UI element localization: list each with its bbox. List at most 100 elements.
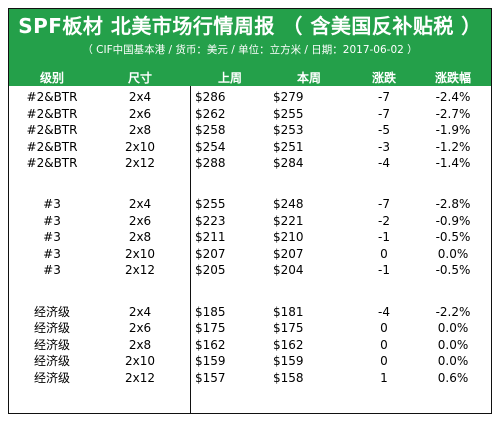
table-row: #3 2x8 $211 $210 -1 -0.5% (9, 229, 491, 245)
cell-change: -1 (378, 263, 390, 278)
cell-grade: 经济级 (33, 370, 70, 385)
report-title: SPF板材 北美市场行情周报 （ 含美国反补贴税 ） (18, 14, 482, 38)
table-row: #3 2x6 $223 $221 -2 -0.9% (9, 213, 491, 229)
cell-change-pct: -0.5% (435, 230, 471, 245)
cell-this-week: $279 (273, 90, 304, 104)
cell-change-pct: -1.2% (435, 139, 471, 154)
table-row: #3 2x10 $207 $207 0 0.0% (9, 246, 491, 262)
col-header-last-week: 上周 (217, 71, 242, 85)
cell-last-week: $254 (195, 139, 226, 154)
cell-this-week: $253 (273, 123, 304, 137)
cell-this-week: $175 (273, 321, 304, 335)
cell-size: 2x12 (124, 370, 155, 385)
col-header-this-week: 本周 (296, 71, 321, 85)
cell-change-pct: 0.6% (437, 370, 469, 385)
cell-last-week: $223 (195, 213, 226, 228)
cell-grade: 经济级 (33, 321, 70, 335)
table-row: #3 2x4 $255 $248 -7 -2.8% (9, 196, 491, 212)
cell-this-week: $248 (273, 197, 304, 212)
cell-last-week: $157 (195, 370, 226, 385)
cell-this-week: $221 (273, 213, 304, 228)
cell-change: -5 (378, 123, 390, 137)
cell-grade: #3 (43, 230, 61, 245)
table-row: 经济级 2x10 $159 $159 0 0.0% (9, 353, 491, 369)
cell-change-pct: -2.8% (435, 197, 471, 212)
table-row: #2&BTR 2x8 $258 $253 -5 -1.9% (9, 122, 491, 138)
cell-last-week: $175 (195, 321, 226, 335)
cell-size: 2x10 (124, 139, 155, 154)
table-row: #2&BTR 2x12 $288 $284 -4 -1.4% (9, 155, 491, 171)
cell-change: 0 (380, 354, 388, 368)
report-subtitle: （ CIF中国基本港 / 货币：美元 / 单位：立方米 / 日期：2017-06… (82, 44, 418, 56)
cell-grade: #2&BTR (26, 139, 78, 154)
cell-grade: #2&BTR (26, 156, 78, 170)
cell-this-week: $181 (273, 304, 304, 319)
cell-change: -2 (378, 213, 390, 228)
col-header-size: 尺寸 (127, 71, 152, 85)
cell-this-week: $207 (273, 246, 304, 261)
cell-change-pct: 0.0% (437, 321, 469, 335)
cell-last-week: $162 (195, 337, 226, 352)
cell-this-week: $162 (273, 337, 304, 352)
cell-change: 0 (380, 337, 388, 352)
cell-size: 2x6 (128, 106, 152, 121)
report-header: SPF板材 北美市场行情周报 （ 含美国反补贴税 ） （ CIF中国基本港 / … (9, 9, 491, 71)
cell-size: 2x12 (124, 156, 155, 170)
cell-size: 2x4 (128, 90, 152, 104)
cell-last-week: $211 (195, 230, 226, 245)
table-row: #2&BTR 2x4 $286 $279 -7 -2.4% (9, 89, 491, 105)
cell-last-week: $159 (195, 354, 226, 368)
cell-grade: #2&BTR (26, 90, 78, 104)
col-header-grade: 级别 (39, 71, 64, 85)
cell-change: 0 (380, 246, 388, 261)
table-row: 经济级 2x6 $175 $175 0 0.0% (9, 320, 491, 336)
table-row: 经济级 2x4 $185 $181 -4 -2.2% (9, 304, 491, 320)
cell-last-week: $205 (195, 263, 226, 278)
cell-size: 2x8 (128, 123, 152, 137)
table-row: #2&BTR 2x10 $254 $251 -3 -1.2% (9, 139, 491, 155)
cell-grade: 经济级 (33, 337, 70, 352)
col-header-change-pct: 涨跌幅 (434, 71, 471, 85)
table-row: 经济级 2x8 $162 $162 0 0.0% (9, 337, 491, 353)
cell-change: -4 (378, 156, 390, 170)
cell-change: -4 (378, 304, 390, 319)
column-header-row: 级别 尺寸 上周 本周 涨跌 涨跌幅 (9, 71, 491, 86)
cell-change-pct: -0.9% (435, 213, 471, 228)
col-header-change: 涨跌 (371, 71, 396, 85)
cell-size: 2x12 (124, 263, 155, 278)
cell-last-week: $185 (195, 304, 226, 319)
cell-change: 0 (380, 321, 388, 335)
cell-grade: #3 (43, 213, 61, 228)
cell-this-week: $204 (273, 263, 304, 278)
cell-this-week: $158 (273, 370, 304, 385)
table-row: #3 2x12 $205 $204 -1 -0.5% (9, 262, 491, 278)
cell-change-pct: -1.4% (435, 156, 471, 170)
cell-last-week: $255 (195, 197, 226, 212)
cell-size: 2x10 (124, 354, 155, 368)
cell-grade: #2&BTR (26, 106, 78, 121)
cell-grade: 经济级 (33, 354, 70, 368)
cell-change-pct: -2.2% (435, 304, 471, 319)
cell-change: -7 (378, 106, 390, 121)
cell-grade: 经济级 (33, 304, 70, 319)
cell-change-pct: 0.0% (437, 354, 469, 368)
cell-grade: #3 (43, 197, 61, 212)
cell-last-week: $286 (195, 90, 226, 104)
table-row: #2&BTR 2x6 $262 $255 -7 -2.7% (9, 106, 491, 122)
column-divider (190, 86, 191, 413)
table-row: 经济级 2x12 $157 $158 1 0.6% (9, 370, 491, 386)
cell-this-week: $284 (273, 156, 304, 170)
cell-change: -7 (378, 197, 390, 212)
cell-change-pct: -2.7% (435, 106, 471, 121)
cell-last-week: $262 (195, 106, 226, 121)
cell-change-pct: -1.9% (435, 123, 471, 137)
cell-change-pct: 0.0% (437, 246, 469, 261)
cell-last-week: $258 (195, 123, 226, 137)
cell-change: -3 (378, 139, 390, 154)
cell-this-week: $255 (273, 106, 304, 121)
price-report-table: SPF板材 北美市场行情周报 （ 含美国反补贴税 ） （ CIF中国基本港 / … (8, 8, 492, 414)
cell-change-pct: -2.4% (435, 90, 471, 104)
cell-change-pct: 0.0% (437, 337, 469, 352)
cell-this-week: $210 (273, 230, 304, 245)
cell-size: 2x10 (124, 246, 155, 261)
